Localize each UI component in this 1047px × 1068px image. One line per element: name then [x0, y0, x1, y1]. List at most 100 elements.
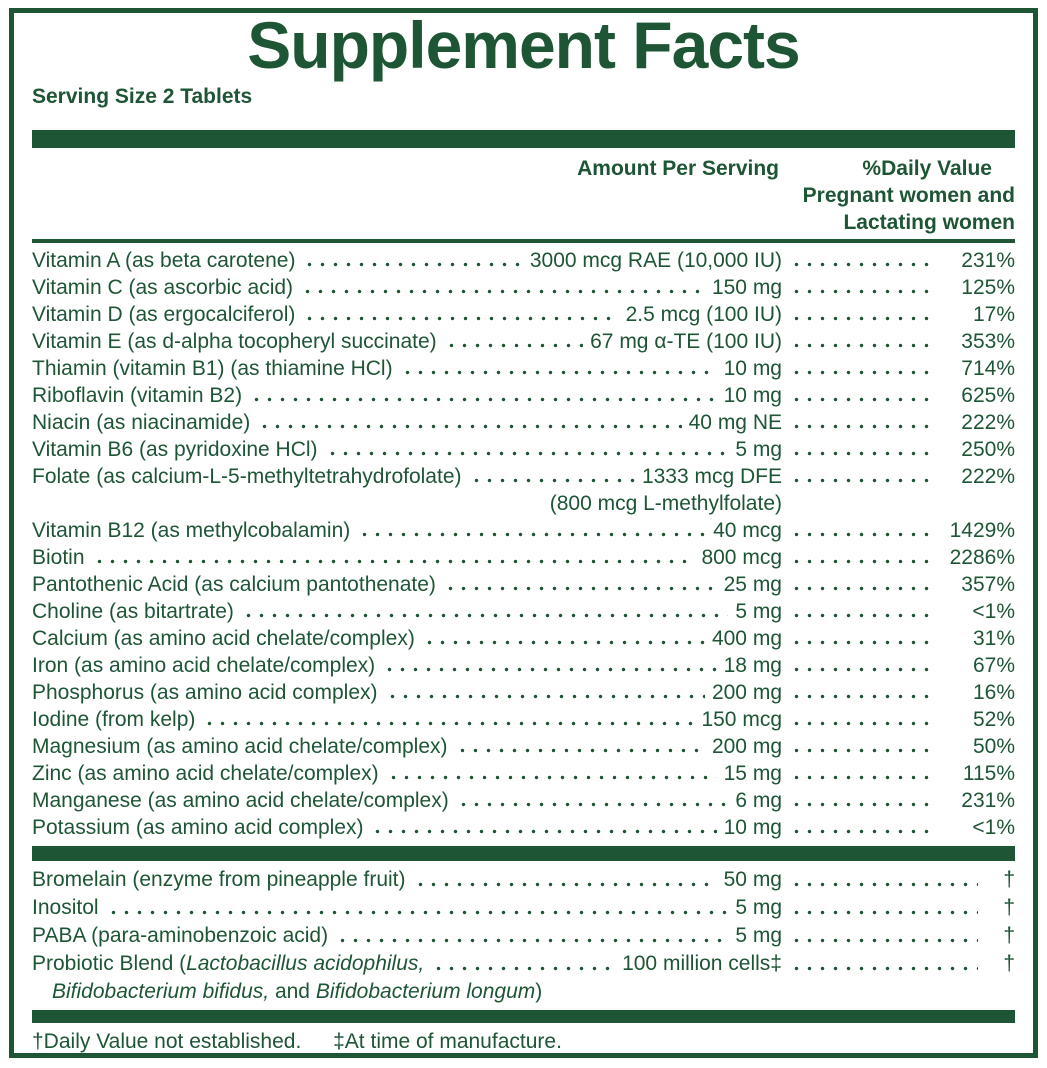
ingredient-daily-value: 16%: [972, 681, 1015, 704]
ingredient-daily-value: †: [1003, 896, 1015, 919]
ingredient-amount: 10 mg: [723, 357, 782, 380]
ingredient-row: Vitamin E (as d-alpha tocopheryl succina…: [32, 328, 1015, 355]
header-rule: [32, 239, 1015, 243]
ingredient-amount: 5 mg: [735, 896, 782, 919]
ingredient-row: Potassium (as amino acid complex) 10 mg …: [32, 814, 1015, 841]
dot-leader: [386, 760, 717, 787]
ingredient-amount: 200 mg: [711, 681, 782, 704]
ingredient-name: Pantothenic Acid (as calcium pantothenat…: [32, 573, 436, 596]
footnotes: †Daily Value not established. ‡At time o…: [32, 1030, 1015, 1053]
dot-leader: [790, 409, 930, 436]
ingredient-row: Pantothenic Acid (as calcium pantothenat…: [32, 571, 1015, 598]
ingredient-amount: 15 mg: [723, 762, 782, 785]
ingredient-amount: 2.5 mcg (100 IU): [625, 303, 782, 326]
ingredient-amount: 150 mcg: [701, 708, 782, 731]
ingredient-amount: 5 mg: [735, 600, 782, 623]
ingredient-name: Vitamin C (as ascorbic acid): [32, 276, 294, 299]
dot-leader: [790, 463, 930, 490]
dot-leader: [790, 652, 930, 679]
dot-leader: [106, 894, 729, 922]
ingredient-row: Vitamin B12 (as methylcobalamin) 40 mcg …: [32, 517, 1015, 544]
divider-bar-thick-middle: [32, 846, 1015, 861]
ingredient-daily-value: 231%: [961, 789, 1015, 812]
ingredient-name: Vitamin E (as d-alpha tocopheryl succina…: [32, 330, 437, 353]
ingredient-daily-value: †: [1003, 952, 1015, 975]
ingredient-name: Niacin (as niacinamide): [32, 411, 251, 434]
ingredient-amount: 3000 mcg RAE (10,000 IU): [529, 249, 782, 272]
ingredient-daily-value: 357%: [961, 573, 1015, 596]
ingredient-daily-value: <1%: [972, 816, 1015, 839]
ingredient-amount: 1333 mcg DFE: [641, 465, 782, 488]
ingredient-amount: 18 mg: [723, 654, 782, 677]
ingredient-amount: 6 mg: [735, 789, 782, 812]
ingredient-daily-value: 31%: [972, 627, 1015, 650]
dot-leader: [444, 328, 584, 355]
vitamins-minerals-section: Vitamin A (as beta carotene) 3000 mcg RA…: [32, 247, 1015, 841]
ingredient-name: Vitamin B6 (as pyridoxine HCl): [32, 438, 318, 461]
ingredient-daily-value: 714%: [961, 357, 1015, 380]
other-ingredients-section: Bromelain (enzyme from pineapple fruit) …: [32, 866, 1015, 1006]
dot-leader: [790, 950, 978, 978]
ingredient-name: Bromelain (enzyme from pineapple fruit): [32, 868, 406, 891]
ingredient-daily-value: 625%: [961, 384, 1015, 407]
ingredient-amount: 200 mg: [711, 735, 782, 758]
ingredient-amount: 25 mg: [723, 573, 782, 596]
ingredient-row: Biotin 800 mcg 2286%: [32, 544, 1015, 571]
ingredient-daily-value: 222%: [961, 465, 1015, 488]
ingredient-row: Iron (as amino acid chelate/complex) 18 …: [32, 652, 1015, 679]
dot-leader: [250, 382, 717, 409]
panel-title: Supplement Facts: [247, 8, 800, 82]
dot-leader: [303, 301, 619, 328]
ingredient-daily-value: 17%: [972, 303, 1015, 326]
dot-leader: [432, 950, 616, 978]
ingredient-row: Magnesium (as amino acid chelate/complex…: [32, 733, 1015, 760]
ingredient-name: Magnesium (as amino acid chelate/complex…: [32, 735, 448, 758]
ingredient-subline: Bifidobacterium bifidus, and Bifidobacte…: [52, 980, 543, 1003]
ingredient-amount: 50 mg: [723, 868, 782, 891]
ingredient-name: Vitamin D (as ergocalciferol): [32, 303, 296, 326]
dot-leader: [790, 544, 930, 571]
ingredient-row: Riboflavin (vitamin B2) 10 mg 625%: [32, 382, 1015, 409]
dot-leader: [358, 517, 707, 544]
ingredient-daily-value: 2286%: [949, 546, 1015, 569]
ingredient-daily-value: 231%: [961, 249, 1015, 272]
ingredient-daily-value: 115%: [962, 762, 1015, 785]
ingredient-name: Iron (as amino acid chelate/complex): [32, 654, 376, 677]
dot-leader: [325, 436, 729, 463]
ingredient-daily-value: <1%: [972, 600, 1015, 623]
dot-leader: [790, 436, 930, 463]
ingredient-name: Manganese (as amino acid chelate/complex…: [32, 789, 449, 812]
ingredient-row: Vitamin A (as beta carotene) 3000 mcg RA…: [32, 247, 1015, 274]
dv-not-established-note: †Daily Value not established.: [32, 1030, 302, 1053]
ingredient-row: Bromelain (enzyme from pineapple fruit) …: [32, 866, 1015, 894]
ingredient-amount: 40 mg NE: [688, 411, 782, 434]
ingredient-name: Phosphorus (as amino acid complex): [32, 681, 378, 704]
ingredient-row: Zinc (as amino acid chelate/complex) 15 …: [32, 760, 1015, 787]
ingredient-daily-value: 52%: [972, 708, 1015, 731]
ingredient-subline: (800 mcg L-methylfolate): [549, 492, 782, 515]
dot-leader: [790, 517, 930, 544]
ingredient-name: Zinc (as amino acid chelate/complex): [32, 762, 379, 785]
column-headers: Amount Per Serving %Daily Value Pregnant…: [32, 155, 1015, 236]
ingredient-row: Vitamin D (as ergocalciferol) 2.5 mcg (1…: [32, 301, 1015, 328]
ingredient-name: Iodine (from kelp): [32, 708, 196, 731]
dot-leader: [790, 382, 930, 409]
ingredient-daily-value: †: [1003, 924, 1015, 947]
ingredient-name: Choline (as bitartrate): [32, 600, 234, 623]
dot-leader: [790, 571, 930, 598]
ingredient-row: Vitamin C (as ascorbic acid) 150 mg 125%: [32, 274, 1015, 301]
daily-value-label: %Daily Value: [862, 157, 992, 180]
ingredient-amount: 150 mg: [711, 276, 782, 299]
daily-value-header: %Daily Value Pregnant women and Lactatin…: [779, 155, 1015, 236]
ingredient-daily-value: 353%: [961, 330, 1015, 353]
header-spacer: [32, 155, 577, 236]
dot-leader: [383, 652, 717, 679]
ingredient-row: Folate (as calcium-L-5-methyltetrahydrof…: [32, 463, 1015, 490]
dot-leader: [469, 463, 635, 490]
dot-leader: [790, 787, 930, 814]
ingredient-amount: 10 mg: [723, 384, 782, 407]
ingredient-daily-value: 250%: [961, 438, 1015, 461]
ingredient-daily-value: †: [1003, 868, 1015, 891]
ingredient-daily-value: 125%: [961, 276, 1015, 299]
daily-value-subgroup-line1: Pregnant women and: [802, 184, 1015, 207]
